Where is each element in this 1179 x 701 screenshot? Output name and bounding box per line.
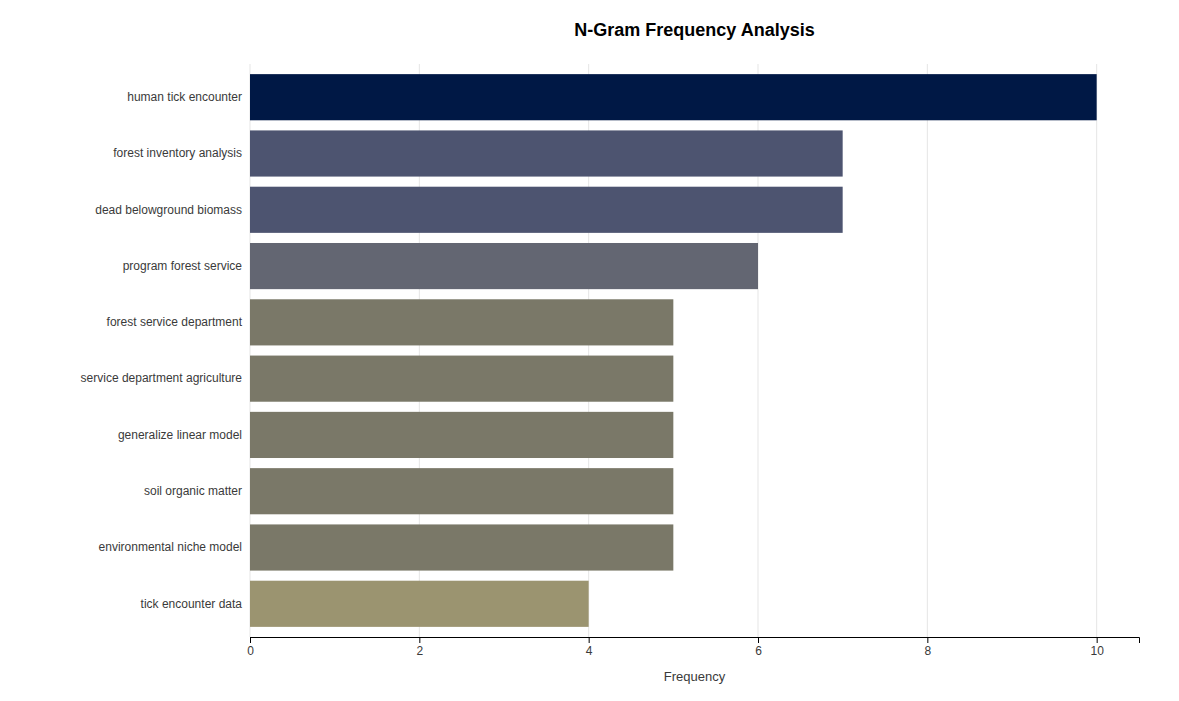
bar	[250, 243, 758, 289]
plot-area: 0 2 4 6 8 10 tick encounter data environmental …	[81, 64, 1140, 658]
bar	[250, 130, 843, 176]
value-tick: 4	[586, 637, 593, 658]
category-label: dead belowground biomass	[95, 203, 242, 217]
category-label: environmental niche model	[99, 540, 242, 554]
category-tick: human tick encounter	[127, 90, 242, 104]
category-tick: tick encounter data	[141, 597, 243, 611]
category-label: soil organic matter	[144, 484, 242, 498]
category-label: forest service department	[107, 315, 243, 329]
category-axis: tick encounter data environmental niche m…	[81, 90, 243, 611]
category-tick: dead belowground biomass	[95, 203, 242, 217]
axis-title: Frequency	[664, 669, 726, 684]
bars	[250, 74, 1097, 627]
value-tick: 6	[755, 637, 762, 658]
value-tick-mark	[927, 637, 928, 643]
bar	[250, 187, 843, 233]
value-axis: 0 2 4 6 8 10	[247, 637, 1139, 658]
value-tick: 8	[924, 637, 931, 658]
grid	[250, 64, 1097, 637]
bar	[250, 356, 673, 402]
value-tick-mark	[419, 637, 420, 643]
category-label: service department agriculture	[81, 371, 243, 385]
category-tick: program forest service	[123, 259, 243, 273]
category-label: tick encounter data	[141, 597, 243, 611]
value-tick-mark	[250, 637, 251, 643]
category-label: program forest service	[123, 259, 243, 273]
category-tick: environmental niche model	[99, 540, 242, 554]
category-tick: forest inventory analysis	[113, 146, 242, 160]
value-tick-mark	[589, 637, 590, 643]
bar	[250, 74, 1097, 120]
bar	[250, 524, 673, 570]
grid-line	[927, 64, 928, 637]
value-tick: 10	[1090, 637, 1104, 658]
chart-title: N-Gram Frequency Analysis	[574, 20, 814, 40]
value-tick: 2	[416, 637, 423, 658]
chart-svg: 0 2 4 6 8 10 tick encounter data environmental …	[0, 0, 1179, 701]
value-tick-label: 6	[755, 644, 762, 658]
category-tick: generalize linear model	[118, 428, 242, 442]
category-tick: service department agriculture	[81, 371, 243, 385]
value-tick-label: 10	[1090, 644, 1104, 658]
category-label: human tick encounter	[127, 90, 242, 104]
value-tick-label: 0	[247, 644, 254, 658]
grid-line	[1096, 64, 1097, 637]
category-tick: forest service department	[107, 315, 243, 329]
chart-container: 0 2 4 6 8 10 tick encounter data environmental …	[0, 0, 1179, 701]
value-tick: 0	[247, 637, 254, 658]
category-tick: soil organic matter	[144, 484, 242, 498]
bar	[250, 468, 673, 514]
category-label: generalize linear model	[118, 428, 242, 442]
category-label: forest inventory analysis	[113, 146, 242, 160]
bar	[250, 412, 673, 458]
value-axis-line	[251, 638, 1140, 644]
value-tick-label: 2	[416, 644, 423, 658]
value-tick-label: 8	[924, 644, 931, 658]
bar	[250, 299, 673, 345]
value-tick-mark	[758, 637, 759, 643]
value-tick-label: 4	[586, 644, 593, 658]
bar	[250, 581, 589, 627]
value-tick-mark	[1097, 637, 1098, 643]
